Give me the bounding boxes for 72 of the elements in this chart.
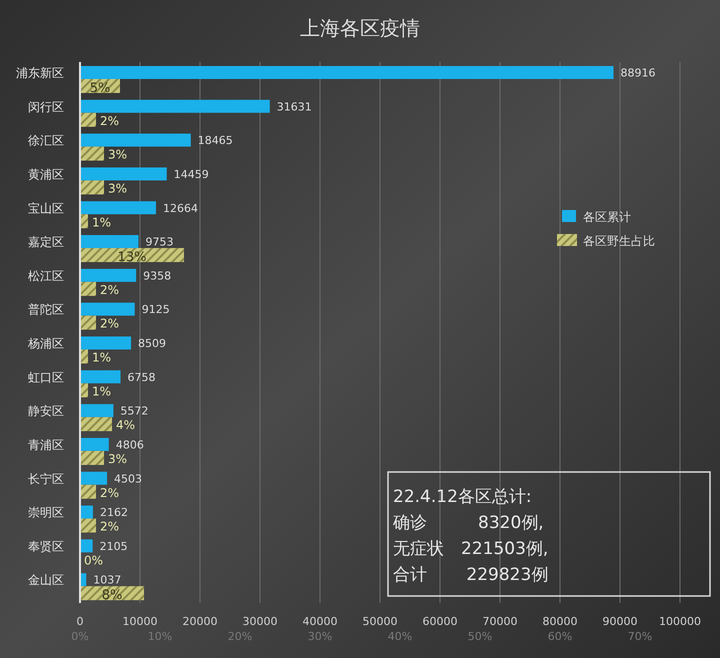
x-tick-label: 50000 bbox=[362, 615, 398, 628]
data-label: 1% bbox=[92, 350, 112, 364]
x-tick-label: 70000 bbox=[482, 615, 518, 628]
data-label: 13% bbox=[118, 250, 146, 266]
y-tick-label: 虹口区 bbox=[28, 370, 64, 384]
x-tick-label: 10000 bbox=[122, 615, 158, 628]
x2-tick-label: 60% bbox=[548, 630, 572, 643]
x-tick-label: 100000 bbox=[659, 615, 701, 628]
data-label: 31631 bbox=[276, 100, 312, 114]
x2-tick-label: 40% bbox=[388, 630, 412, 643]
data-label: 2% bbox=[100, 486, 120, 500]
x-tick-label: 60000 bbox=[422, 615, 458, 628]
x-tick-label: 40000 bbox=[302, 615, 338, 628]
y-tick-label: 长宁区 bbox=[28, 472, 64, 486]
y-tick-label: 金山区 bbox=[28, 573, 64, 588]
data-label: 1% bbox=[92, 215, 112, 230]
y-tick-label: 奉贤区 bbox=[28, 539, 64, 554]
data-label: 2% bbox=[100, 316, 120, 331]
data-label: 2% bbox=[100, 520, 120, 534]
data-label: 9125 bbox=[142, 303, 170, 316]
data-label: 14459 bbox=[174, 168, 209, 181]
data-label: 5572 bbox=[120, 404, 148, 418]
x-tick-label: 90000 bbox=[602, 615, 638, 628]
y-tick-label: 闵行区 bbox=[28, 100, 64, 114]
data-label: 8509 bbox=[138, 337, 166, 350]
data-label: 4% bbox=[116, 418, 136, 432]
legend-label: 各区野生占比 bbox=[583, 234, 655, 248]
data-label: 3% bbox=[108, 181, 128, 196]
y-tick-label: 普陀区 bbox=[28, 302, 64, 317]
y-tick-label: 宝山区 bbox=[28, 201, 64, 216]
x2-tick-label: 70% bbox=[628, 630, 652, 643]
y-tick-label: 青浦区 bbox=[28, 438, 64, 452]
data-label: 2105 bbox=[100, 540, 128, 553]
chart-title: 上海各区疫情 bbox=[300, 16, 420, 40]
annotation: 合计 229823例 bbox=[393, 565, 548, 585]
x-tick-label: 30000 bbox=[242, 615, 278, 628]
data-label: 0% bbox=[84, 553, 104, 568]
data-label: 8% bbox=[102, 588, 122, 604]
y-tick-label: 徐汇区 bbox=[28, 134, 64, 148]
data-label: 18465 bbox=[198, 134, 233, 148]
x-tick-label: 0 bbox=[76, 615, 84, 628]
x2-tick-label: 50% bbox=[468, 630, 492, 643]
y-tick-label: 浦东新区 bbox=[16, 66, 64, 80]
data-label: 88916 bbox=[620, 66, 656, 80]
data-label: 6758 bbox=[128, 370, 156, 384]
data-label: 1% bbox=[92, 384, 112, 398]
y-tick-label: 崇明区 bbox=[28, 506, 64, 520]
annotation: 确诊 8320例, bbox=[392, 513, 544, 533]
data-label: 2% bbox=[100, 282, 120, 297]
legend-label: 各区累计 bbox=[583, 210, 631, 224]
data-label: 2162 bbox=[100, 506, 128, 520]
data-label: 3% bbox=[108, 452, 128, 466]
x-tick-label: 20000 bbox=[182, 615, 218, 628]
data-label: 2% bbox=[100, 114, 120, 128]
y-tick-label: 黄浦区 bbox=[28, 167, 64, 182]
data-label: 12664 bbox=[162, 202, 198, 215]
y-tick-label: 静安区 bbox=[28, 404, 64, 418]
data-label: 5% bbox=[90, 81, 110, 96]
y-tick-label: 松江区 bbox=[28, 268, 64, 283]
data-label: 3% bbox=[108, 148, 128, 162]
x-tick-label: 80000 bbox=[542, 615, 578, 628]
annotation: 22.4.12各区总计: bbox=[393, 487, 532, 507]
y-tick-label: 嘉定区 bbox=[28, 235, 64, 250]
annotation: 无症状 221503例, bbox=[393, 539, 548, 559]
x2-tick-label: 30% bbox=[308, 630, 332, 643]
data-label: 4806 bbox=[116, 438, 144, 452]
x2-tick-label: 20% bbox=[228, 630, 252, 643]
data-label: 1037 bbox=[93, 574, 122, 587]
data-label: 4503 bbox=[114, 472, 142, 486]
data-label: 9358 bbox=[143, 269, 172, 282]
y-tick-label: 杨浦区 bbox=[27, 336, 64, 350]
data-label: 9753 bbox=[146, 236, 174, 249]
